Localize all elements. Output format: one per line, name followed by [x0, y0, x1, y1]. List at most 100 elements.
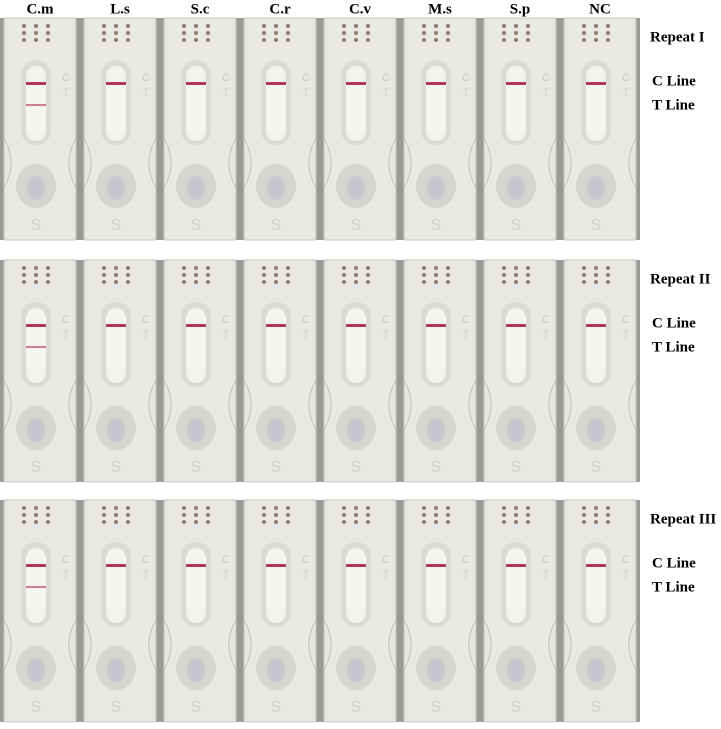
vent-dot [594, 266, 598, 270]
vent-dot [194, 24, 198, 28]
vent-dot [422, 280, 426, 284]
vent-dot [422, 506, 426, 510]
vent-dot [206, 506, 210, 510]
window [266, 548, 286, 623]
embossed-t: T [463, 87, 470, 99]
c-line [266, 564, 286, 567]
embossed-s: S [591, 699, 602, 716]
embossed-s: S [111, 699, 122, 716]
vent-dot [102, 31, 106, 35]
vent-dot [514, 266, 518, 270]
vent-dot [182, 273, 186, 277]
column-label: L.s [110, 1, 130, 17]
vent-dot [262, 38, 266, 42]
vent-dot [366, 273, 370, 277]
vent-dot [422, 38, 426, 42]
vent-dot [606, 506, 610, 510]
vent-dot [526, 266, 530, 270]
sample-well [107, 418, 125, 442]
window [26, 66, 46, 141]
sample-well [267, 418, 285, 442]
repeat-label: Repeat II [650, 271, 711, 287]
embossed-t: T [463, 329, 470, 341]
vent-dot [194, 520, 198, 524]
vent-dot [114, 24, 118, 28]
vent-dot [446, 273, 450, 277]
vent-dot [526, 273, 530, 277]
vent-dot [126, 24, 130, 28]
vent-dot [434, 520, 438, 524]
embossed-t: T [303, 329, 310, 341]
vent-dot [502, 506, 506, 510]
vent-dot [434, 513, 438, 517]
c-line [426, 82, 446, 85]
embossed-t: T [463, 569, 470, 581]
cassette-waist [3, 619, 77, 671]
cassette-waist [163, 619, 237, 671]
embossed-s: S [111, 459, 122, 476]
window [586, 548, 606, 623]
vent-dot [582, 506, 586, 510]
vent-dot [514, 31, 518, 35]
vent-dot [22, 24, 26, 28]
vent-dot [34, 31, 38, 35]
vent-dot [606, 280, 610, 284]
vent-dot [114, 280, 118, 284]
embossed-s: S [191, 699, 202, 716]
cassette-waist [403, 379, 477, 431]
vent-dot [582, 24, 586, 28]
t-line-label: T Line [652, 579, 695, 595]
vent-dot [526, 24, 530, 28]
vent-dot [206, 280, 210, 284]
vent-dot [582, 520, 586, 524]
vent-dot [22, 520, 26, 524]
vent-dot [114, 513, 118, 517]
vent-dot [582, 266, 586, 270]
sample-well [347, 418, 365, 442]
vent-dot [582, 38, 586, 42]
c-line [26, 564, 46, 567]
vent-dot [434, 38, 438, 42]
vent-dot [262, 513, 266, 517]
embossed-c: C [382, 72, 390, 84]
vent-dot [286, 31, 290, 35]
embossed-c: C [62, 314, 70, 326]
vent-dot [102, 24, 106, 28]
window [586, 308, 606, 383]
vent-dot [114, 266, 118, 270]
vent-dot [46, 31, 50, 35]
vent-dot [126, 31, 130, 35]
c-line-label: C Line [652, 315, 696, 331]
cassette-waist [403, 137, 477, 189]
embossed-s: S [271, 459, 282, 476]
vent-dot [502, 31, 506, 35]
vent-dot [514, 280, 518, 284]
column-label: S.c [191, 1, 210, 17]
vent-dot [526, 513, 530, 517]
vent-dot [446, 506, 450, 510]
vent-dot [114, 273, 118, 277]
cassette-waist [483, 137, 557, 189]
vent-dot [342, 520, 346, 524]
embossed-c: C [62, 554, 70, 566]
vent-dot [446, 31, 450, 35]
sample-well [587, 418, 605, 442]
vent-dot [46, 520, 50, 524]
c-line [586, 82, 606, 85]
embossed-t: T [303, 569, 310, 581]
vent-dot [34, 280, 38, 284]
vent-dot [606, 38, 610, 42]
vent-dot [46, 513, 50, 517]
vent-dot [22, 273, 26, 277]
c-line-label: C Line [652, 555, 696, 571]
vent-dot [206, 266, 210, 270]
window [506, 66, 526, 141]
vent-dot [206, 38, 210, 42]
vent-dot [366, 31, 370, 35]
vent-dot [594, 520, 598, 524]
vent-dot [606, 31, 610, 35]
vent-dot [502, 280, 506, 284]
window [186, 308, 206, 383]
vent-dot [606, 266, 610, 270]
